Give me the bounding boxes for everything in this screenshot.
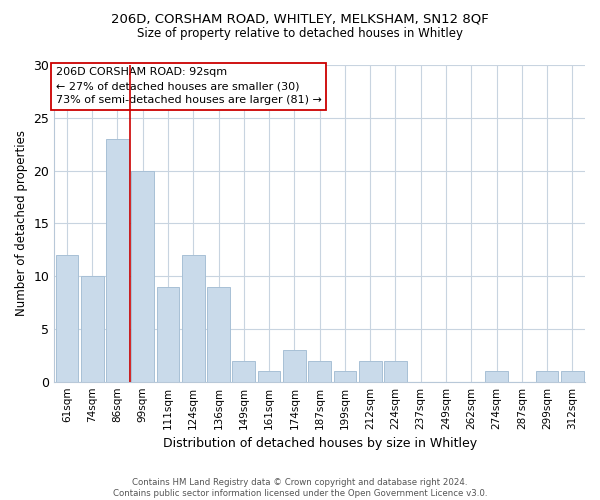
Text: Size of property relative to detached houses in Whitley: Size of property relative to detached ho… <box>137 28 463 40</box>
X-axis label: Distribution of detached houses by size in Whitley: Distribution of detached houses by size … <box>163 437 477 450</box>
Bar <box>283 350 306 382</box>
Bar <box>182 255 205 382</box>
Bar <box>334 371 356 382</box>
Bar <box>157 286 179 382</box>
Bar <box>359 360 382 382</box>
Y-axis label: Number of detached properties: Number of detached properties <box>15 130 28 316</box>
Bar <box>536 371 559 382</box>
Bar <box>106 139 129 382</box>
Bar <box>232 360 255 382</box>
Bar <box>207 286 230 382</box>
Bar <box>384 360 407 382</box>
Bar <box>56 255 78 382</box>
Bar <box>81 276 104 382</box>
Text: 206D, CORSHAM ROAD, WHITLEY, MELKSHAM, SN12 8QF: 206D, CORSHAM ROAD, WHITLEY, MELKSHAM, S… <box>111 12 489 26</box>
Bar <box>131 170 154 382</box>
Bar <box>258 371 280 382</box>
Bar <box>561 371 584 382</box>
Bar <box>308 360 331 382</box>
Bar <box>485 371 508 382</box>
Text: Contains HM Land Registry data © Crown copyright and database right 2024.
Contai: Contains HM Land Registry data © Crown c… <box>113 478 487 498</box>
Text: 206D CORSHAM ROAD: 92sqm
← 27% of detached houses are smaller (30)
73% of semi-d: 206D CORSHAM ROAD: 92sqm ← 27% of detach… <box>56 67 322 105</box>
